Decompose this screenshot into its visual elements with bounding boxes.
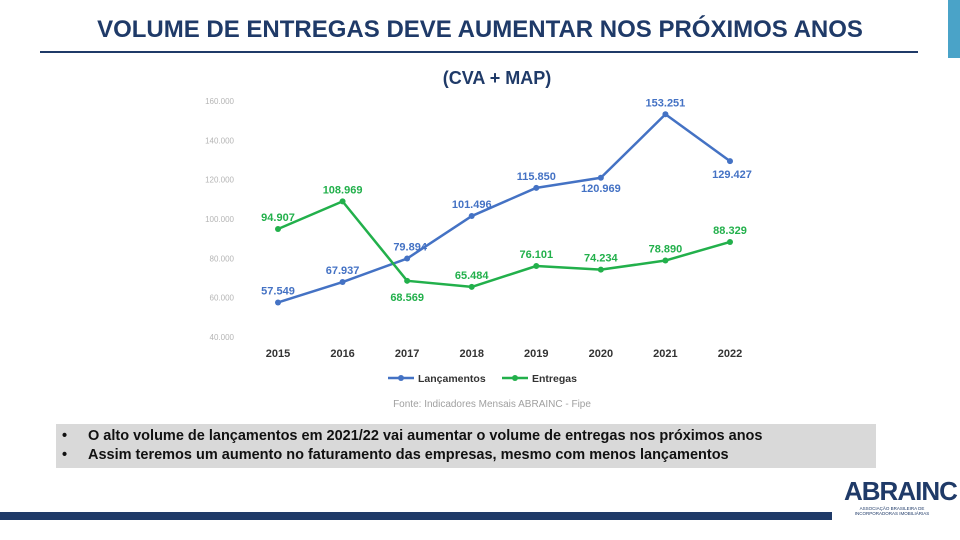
data-label: 74.234	[584, 253, 619, 265]
chart-source: Fonte: Indicadores Mensais ABRAINC - Fip…	[393, 399, 591, 410]
data-point	[597, 266, 604, 273]
logo-wordmark: ABRAINC	[844, 476, 958, 506]
series-entregas: 94.907 108.969 68.569 65.484 76.101 74.234 78.…	[261, 184, 747, 303]
data-point	[404, 255, 411, 262]
x-tick-label: 2016	[330, 348, 354, 360]
data-label: 57.549	[261, 285, 295, 297]
abrainc-logo: ABRAINC ASSOCIAÇÃO BRASILEIRA DE INCORPO…	[840, 476, 958, 522]
series-lancamentos: 57.549 67.937 79.894 101.496 115.850 120.969 1…	[261, 97, 752, 306]
x-tick-label: 2021	[653, 348, 677, 360]
bullet-item: • Assim teremos um aumento no faturamento…	[62, 446, 876, 465]
data-point	[597, 174, 604, 181]
y-axis: 40.000 60.000 80.000 100.000 120.000 140.000 1…	[205, 97, 234, 342]
x-tick-label: 2018	[459, 348, 483, 360]
y-tick-label: 60.000	[210, 294, 235, 303]
legend-label: Lançamentos	[418, 373, 486, 385]
data-point	[662, 257, 669, 264]
legend-swatch-marker	[398, 375, 404, 381]
data-point	[727, 238, 733, 245]
bullet-symbol: •	[62, 447, 68, 463]
chart-title: (CVA + MAP)	[443, 68, 552, 88]
legend-swatch-marker	[512, 375, 518, 381]
data-label: 115.850	[517, 171, 556, 183]
y-tick-label: 100.000	[205, 215, 234, 224]
x-tick-label: 2020	[589, 348, 613, 360]
x-tick-label: 2019	[524, 348, 548, 360]
data-label: 101.496	[452, 199, 492, 211]
data-point	[662, 111, 669, 118]
y-tick-label: 120.000	[205, 176, 234, 185]
data-point	[533, 184, 540, 191]
x-tick-label: 2017	[395, 348, 419, 360]
bullet-text: Assim teremos um aumento no faturamento …	[88, 447, 729, 463]
data-point	[404, 277, 411, 284]
series-line	[277, 200, 731, 289]
series-line	[277, 113, 731, 304]
data-label: 120.969	[581, 183, 621, 195]
data-label: 153.251	[646, 97, 686, 109]
data-point	[275, 226, 281, 233]
data-label: 65.484	[455, 270, 490, 282]
data-point	[275, 299, 281, 306]
legend: Lançamentos Entregas	[388, 373, 577, 385]
corner-accent	[948, 0, 960, 58]
bullet-text: O alto volume de lançamentos em 2021/22 …	[88, 428, 763, 444]
data-label: 67.937	[326, 265, 360, 277]
data-label: 129.427	[712, 169, 752, 181]
data-label: 88.329	[713, 225, 747, 237]
y-tick-label: 160.000	[205, 97, 234, 106]
bullet-item: • O alto volume de lançamentos em 2021/22…	[62, 427, 876, 446]
x-tick-label: 2022	[718, 348, 742, 360]
y-tick-label: 80.000	[210, 254, 235, 263]
bullet-box: • O alto volume de lançamentos em 2021/22…	[56, 424, 876, 468]
data-label: 68.569	[390, 292, 424, 304]
y-tick-label: 140.000	[205, 136, 234, 145]
data-point	[468, 283, 475, 290]
title-divider	[40, 51, 918, 53]
bottom-bar	[0, 512, 832, 520]
bullet-symbol: •	[62, 428, 68, 444]
x-tick-label: 2015	[266, 348, 290, 360]
logo-subtitle: ASSOCIAÇÃO BRASILEIRA DE INCORPORADORAS …	[854, 506, 930, 516]
data-point	[727, 158, 733, 165]
x-axis: 2015 2016 2017 2018 2019 2020 2021 2022	[266, 348, 742, 360]
data-point	[533, 263, 540, 270]
slide-title: VOLUME DE ENTREGAS DEVE AUMENTAR NOS PRÓ…	[97, 16, 863, 43]
data-label: 79.894	[393, 242, 428, 254]
line-chart: (CVA + MAP) 40.000 60.000 80.000 100.000 120…	[205, 68, 752, 410]
series-layer: 57.549 67.937 79.894 101.496 115.850 120.969 1…	[261, 97, 752, 306]
data-label: 76.101	[519, 249, 553, 261]
data-point	[339, 198, 346, 205]
data-label: 108.969	[323, 184, 363, 196]
y-tick-label: 40.000	[210, 333, 235, 342]
data-label: 94.907	[261, 212, 295, 224]
legend-label: Entregas	[532, 373, 577, 385]
data-point	[339, 279, 346, 286]
data-point	[468, 213, 475, 220]
data-label: 78.890	[649, 244, 683, 256]
